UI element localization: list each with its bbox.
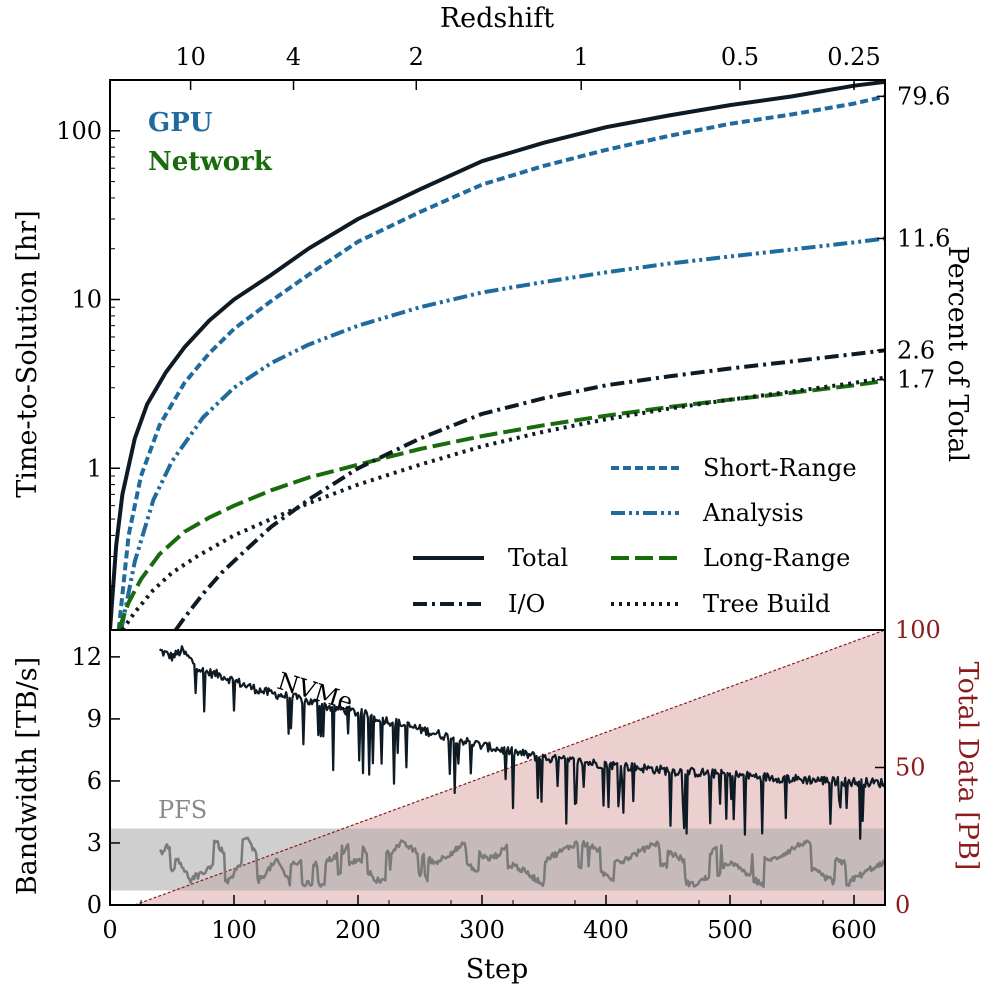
axis-ticks-layer: 1 10 100 10 4 2 1 0.5 0.25 0 79.6 11.6 2.61.7 0 100 200… bbox=[56, 43, 950, 944]
legend-label-long-range: Long-Range bbox=[703, 544, 850, 572]
redshift-tick-label-2: 2 bbox=[409, 43, 424, 71]
x-tick-label-600: 600 bbox=[831, 916, 877, 944]
legend: Total I/O Short-Range Analysis Long-Rang… bbox=[413, 454, 857, 618]
series-line-analysis bbox=[119, 236, 885, 630]
x-tick-label-200: 200 bbox=[335, 916, 381, 944]
pfs-band-label: PFS bbox=[158, 796, 207, 824]
top-axis-label: Redshift bbox=[440, 3, 554, 34]
top-right-axis-label: Percent of Total bbox=[942, 246, 973, 462]
percent-label-11-6: 11.6 bbox=[897, 224, 950, 252]
bottom-panel-series-layer bbox=[134, 630, 885, 905]
percent-label-79-6: 79.6 bbox=[897, 82, 950, 110]
y-tick-label-10: 10 bbox=[71, 286, 102, 314]
total-data-tick-label-0: 0 bbox=[895, 891, 910, 919]
bottom-y-axis-label: Bandwidth [TB/s] bbox=[12, 657, 43, 895]
total-data-tick-label-50: 50 bbox=[895, 754, 926, 782]
redshift-tick-label-10: 10 bbox=[175, 43, 206, 71]
group-label-network: Network bbox=[148, 147, 273, 177]
legend-label-tree-build: Tree Build bbox=[703, 590, 830, 618]
legend-label-analysis: Analysis bbox=[702, 499, 804, 527]
redshift-tick-label-0-25: 0.25 bbox=[827, 43, 880, 71]
series-line-short-range bbox=[116, 94, 885, 630]
bw-tick-label-9: 9 bbox=[87, 705, 102, 733]
top-panel-series-layer bbox=[110, 80, 885, 630]
legend-label-io: I/O bbox=[508, 590, 545, 618]
top-y-axis-label: Time-to-Solution [hr] bbox=[12, 210, 43, 497]
total-data-tick-label-100: 100 bbox=[895, 616, 941, 644]
bw-tick-label-6: 6 bbox=[87, 767, 102, 795]
total-data-line bbox=[134, 630, 885, 905]
legend-label-total: Total bbox=[508, 544, 568, 572]
series-line-pfs bbox=[159, 836, 885, 889]
percent-label-2-6: 2.6 bbox=[897, 336, 935, 364]
series-line-total bbox=[110, 80, 885, 630]
bw-tick-label-12: 12 bbox=[71, 643, 102, 671]
bottom-panel-background-layer bbox=[110, 630, 885, 905]
bottom-right-axis-label: Total Data [PB] bbox=[952, 662, 983, 871]
x-tick-label-0: 0 bbox=[102, 916, 117, 944]
legend-label-short-range: Short-Range bbox=[703, 454, 857, 482]
percent-label-1-7: 1.7 bbox=[897, 366, 935, 394]
x-tick-label-300: 300 bbox=[459, 916, 505, 944]
series-line-nvme bbox=[158, 645, 885, 840]
series-line-i-o bbox=[174, 348, 885, 630]
redshift-tick-label-4: 4 bbox=[286, 43, 301, 71]
redshift-tick-label-1: 1 bbox=[574, 43, 589, 71]
x-tick-label-400: 400 bbox=[583, 916, 629, 944]
redshift-tick-label-0-5: 0.5 bbox=[721, 43, 759, 71]
group-label-gpu: GPU bbox=[148, 108, 213, 138]
y-tick-label-1: 1 bbox=[87, 454, 102, 482]
x-tick-label-500: 500 bbox=[707, 916, 753, 944]
bw-tick-label-3: 3 bbox=[87, 829, 102, 857]
nvme-line-label: NVMe bbox=[274, 667, 356, 716]
bw-tick-label-0: 0 bbox=[87, 891, 102, 919]
bottom-x-axis-label: Step bbox=[466, 954, 529, 985]
y-tick-label-100: 100 bbox=[56, 117, 102, 145]
x-tick-label-100: 100 bbox=[211, 916, 257, 944]
